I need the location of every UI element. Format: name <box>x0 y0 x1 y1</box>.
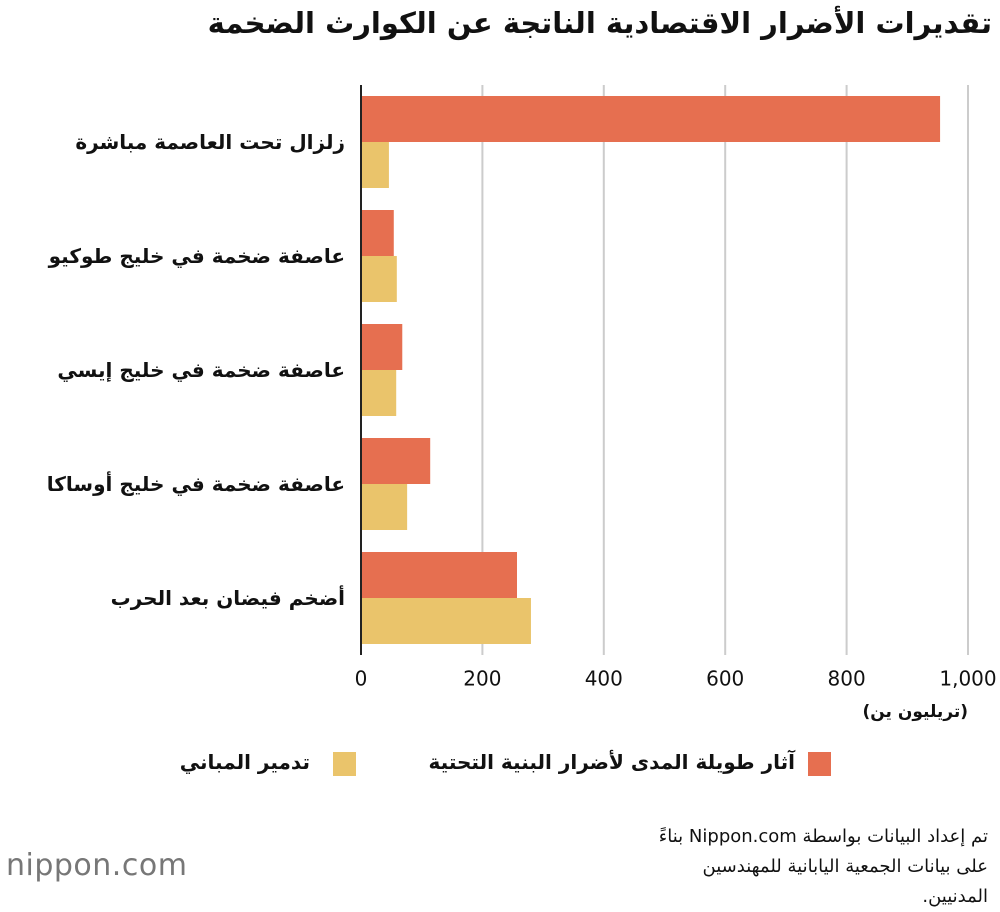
y-tick-label: عاصفة ضخمة في خليج طوكيو <box>48 244 345 268</box>
bar <box>361 96 941 142</box>
x-tick-label: 1,000 <box>939 667 996 691</box>
x-tick-label: 0 <box>355 667 368 691</box>
legend-swatch <box>333 752 356 776</box>
legend-label: آثار طويلة المدى لأضرار البنية التحتية <box>428 750 795 774</box>
bar <box>361 598 531 644</box>
bar <box>361 370 397 416</box>
y-tick-label: زلزال تحت العاصمة مباشرة <box>75 130 345 154</box>
logo: nippon.com <box>6 848 188 883</box>
source-note: تم إعداد البيانات بواسطة Nippon.com بناء… <box>658 826 988 907</box>
y-tick-label: أضخم فيضان بعد الحرب <box>110 586 345 610</box>
bar <box>361 256 397 302</box>
legend-swatch <box>808 752 831 776</box>
x-tick-label: 200 <box>463 667 501 691</box>
y-tick-label: عاصفة ضخمة في خليج إيسي <box>57 358 345 382</box>
legend-label: تدمير المباني <box>179 750 310 774</box>
bar <box>361 484 408 530</box>
chart: 0 200 400 600 800 1,000 <box>355 85 997 691</box>
bar <box>361 210 394 256</box>
x-tick-label: 400 <box>585 667 623 691</box>
bar <box>361 438 431 484</box>
bar <box>361 324 403 370</box>
bar <box>361 142 389 188</box>
chart-title: تقديرات الأضرار الاقتصادية الناتجة عن ال… <box>207 6 992 40</box>
page: 0 200 400 600 800 1,000 تقديرات الأضرار الاقت… <box>6 6 997 907</box>
x-axis-label: (تريليون ين) <box>862 702 968 722</box>
y-tick-label: عاصفة ضخمة في خليج أوساكا <box>46 472 345 496</box>
x-tick-label: 800 <box>828 667 866 691</box>
x-tick-label: 600 <box>706 667 744 691</box>
bar <box>361 552 517 598</box>
